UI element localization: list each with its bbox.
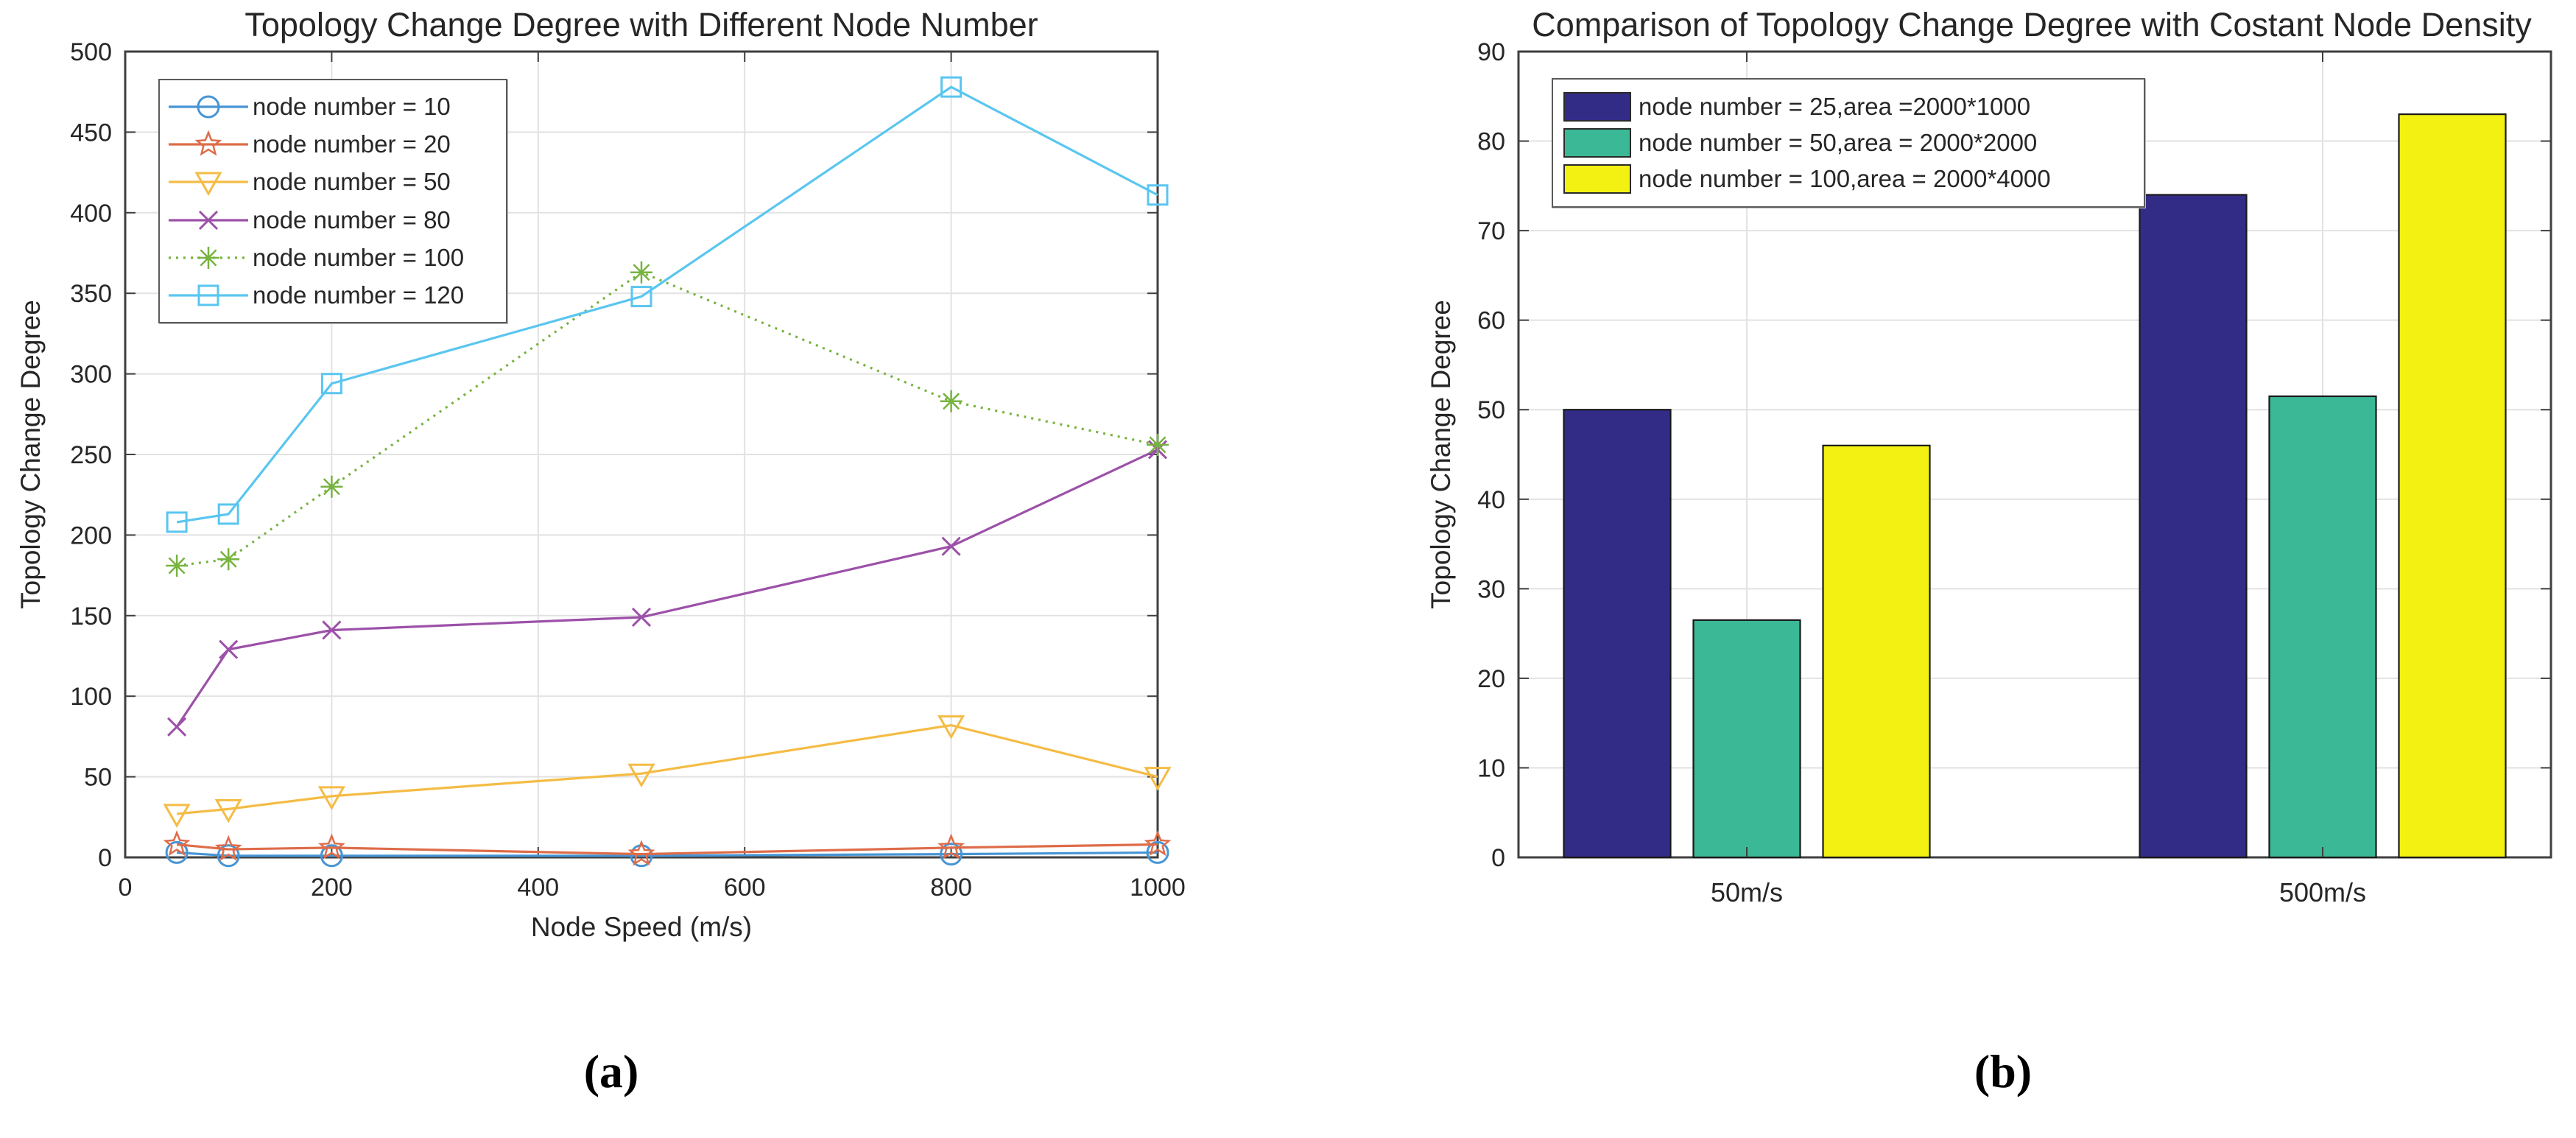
line-chart-y-axis-label: Topology Change Degree <box>15 300 46 609</box>
bar <box>2139 194 2248 859</box>
bar-chart-svg: 0 10 20 30 40 50 60 70 80 90 50m/s 500m/s <box>1477 38 2552 907</box>
legend-item-node-number-100-area-2000-4000: node number = 100,area = 2000*4000 <box>1563 164 2133 194</box>
svg-text:450: 450 <box>70 119 112 147</box>
legend-label: node number = 50 <box>253 168 451 196</box>
legend-swatch-icon <box>1563 127 1631 158</box>
legend-marker-icon <box>169 246 248 269</box>
legend-label: node number = 50,area = 2000*2000 <box>1639 128 2038 156</box>
svg-text:0: 0 <box>1491 844 1505 872</box>
legend-swatch-icon <box>1563 164 1631 194</box>
legend-marker-icon <box>169 210 248 230</box>
series-node-number-50 <box>163 715 1172 828</box>
legend-marker-icon <box>169 172 248 197</box>
line-chart-panel: 0 50 100 150 200 250 300 350 400 450 500 0 200 400 600… <box>15 6 1186 1097</box>
bar-series-node-number-100-area-2000-4000 <box>1822 113 2507 859</box>
legend-item-node-number-80: node number = 80 <box>164 204 502 236</box>
series-node-number-80 <box>167 440 1168 737</box>
legend-label: node number = 25,area =2000*1000 <box>1639 92 2031 120</box>
svg-text:0: 0 <box>98 844 112 872</box>
legend-label: node number = 20 <box>253 130 451 158</box>
line-chart-svg: 0 50 100 150 200 250 300 350 400 450 500 0 200 400 600… <box>70 38 1186 902</box>
series-node-number-100 <box>166 261 1169 577</box>
series-node-number-20 <box>163 830 1172 866</box>
legend-label: node number = 100 <box>253 243 465 271</box>
legend-swatch-icon <box>1563 91 1631 122</box>
legend-label: node number = 80 <box>253 206 451 233</box>
svg-text:400: 400 <box>70 200 112 228</box>
bar-chart-y-axis-label: Topology Change Degree <box>1426 300 1456 609</box>
legend-item-node-number-20: node number = 20 <box>164 128 502 161</box>
bar-chart-legend: node number = 25,area =2000*1000 node num… <box>1552 78 2145 208</box>
legend-item-node-number-10: node number = 10 <box>164 91 502 123</box>
series-node-number-120 <box>166 76 1169 533</box>
legend-item-node-number-100: node number = 100 <box>164 242 502 274</box>
subfigure-b-caption: (b) <box>1974 1045 2033 1097</box>
svg-text:1000: 1000 <box>1130 874 1186 902</box>
bar-series-node-number-25-area-2000-1000 <box>1563 194 2248 859</box>
svg-text:50: 50 <box>84 764 112 792</box>
legend-label: node number = 10 <box>253 92 451 120</box>
subfigure-a-caption: (a) <box>583 1045 639 1097</box>
bar <box>1822 444 1931 859</box>
legend-marker-icon <box>169 284 248 306</box>
legend-marker-icon <box>169 130 248 156</box>
svg-text:30: 30 <box>1477 575 1505 603</box>
svg-text:0: 0 <box>119 874 133 902</box>
legend-marker-icon <box>169 95 248 119</box>
svg-text:800: 800 <box>930 874 972 902</box>
bar-chart-title: Comparison of Topology Change Degree wit… <box>1532 6 2532 43</box>
svg-text:40: 40 <box>1477 486 1505 514</box>
series-node-number-10 <box>165 840 1169 868</box>
bar-chart-panel: 0 10 20 30 40 50 60 70 80 90 50m/s 500m/s Compariso… <box>1288 0 2576 1138</box>
svg-text:200: 200 <box>70 521 112 549</box>
svg-text:20: 20 <box>1477 665 1505 693</box>
svg-text:50: 50 <box>1477 396 1505 424</box>
svg-text:10: 10 <box>1477 754 1505 782</box>
line-chart-title: Topology Change Degree with Different No… <box>244 6 1038 43</box>
svg-text:90: 90 <box>1477 38 1505 66</box>
legend-item-node-number-25-area-2000-1000: node number = 25,area =2000*1000 <box>1563 91 2133 122</box>
svg-text:100: 100 <box>70 683 112 711</box>
line-chart-legend: node number = 10 node number = 20 node num… <box>158 79 507 323</box>
svg-text:500m/s: 500m/s <box>2279 877 2366 907</box>
bar <box>1692 619 1801 859</box>
svg-text:50m/s: 50m/s <box>1711 877 1783 907</box>
svg-text:150: 150 <box>70 603 112 631</box>
legend-item-node-number-50-area-2000-2000: node number = 50,area = 2000*2000 <box>1563 127 2133 158</box>
line-chart-x-axis-label: Node Speed (m/s) <box>530 912 753 942</box>
svg-text:500: 500 <box>70 38 112 66</box>
svg-text:60: 60 <box>1477 307 1505 335</box>
bar <box>2268 395 2377 859</box>
svg-text:350: 350 <box>70 280 112 308</box>
bar <box>1563 409 1672 859</box>
plot-frame: 0 10 20 30 40 50 60 70 80 90 50m/s 500m/s <box>1477 38 2552 907</box>
svg-text:300: 300 <box>70 361 112 389</box>
svg-text:250: 250 <box>70 441 112 469</box>
bar <box>2398 113 2507 859</box>
legend-label: node number = 100,area = 2000*4000 <box>1639 165 2051 193</box>
bar-series-node-number-50-area-2000-2000 <box>1692 395 2377 859</box>
svg-text:400: 400 <box>517 874 559 902</box>
legend-item-node-number-50: node number = 50 <box>164 166 502 198</box>
svg-text:80: 80 <box>1477 128 1505 156</box>
svg-text:70: 70 <box>1477 217 1505 245</box>
svg-text:200: 200 <box>311 874 353 902</box>
legend-item-node-number-120: node number = 120 <box>164 279 502 312</box>
svg-text:600: 600 <box>724 874 766 902</box>
legend-label: node number = 120 <box>253 281 465 309</box>
